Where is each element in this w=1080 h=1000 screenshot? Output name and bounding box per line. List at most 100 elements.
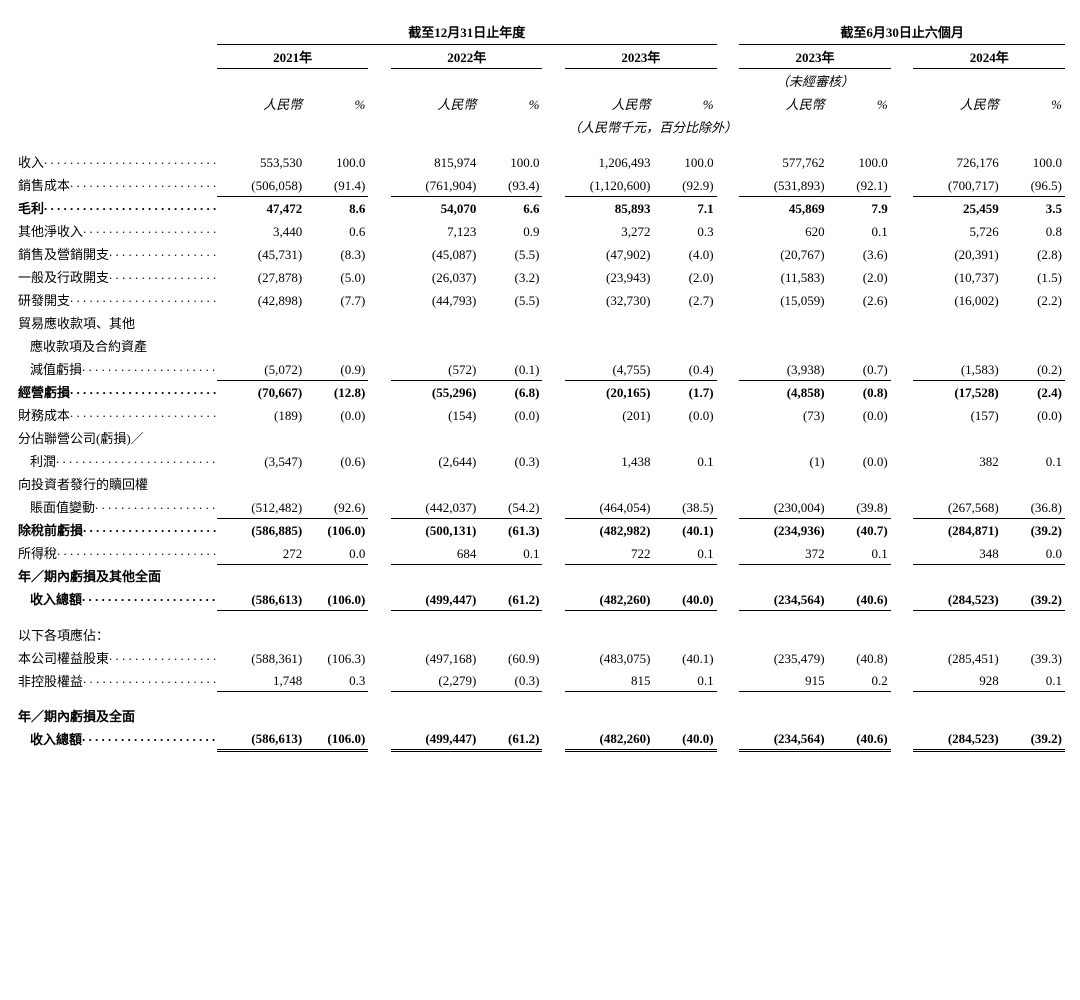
pct-cell: (0.7) <box>828 357 891 380</box>
value-cell: 553,530 <box>217 150 305 173</box>
value-cell: (4,755) <box>565 357 653 380</box>
pct-cell: 100.0 <box>305 150 368 173</box>
value-cell: (73) <box>739 403 827 426</box>
pct-cell: (40.0) <box>653 727 716 750</box>
pct-cell: (39.2) <box>1002 518 1065 541</box>
pct-cell: (6.8) <box>479 380 542 403</box>
table-row: 銷售及營銷開支(45,731)(8.3)(45,087)(5.5)(47,902… <box>15 242 1065 265</box>
pct-cell: (40.6) <box>828 587 891 610</box>
pct-cell: (2.8) <box>1002 242 1065 265</box>
value-cell: (586,885) <box>217 518 305 541</box>
table-row: 研發開支(42,898)(7.7)(44,793)(5.5)(32,730)(2… <box>15 288 1065 311</box>
value-cell: (55,296) <box>391 380 479 403</box>
value-cell: (42,898) <box>217 288 305 311</box>
value-cell: 3,440 <box>217 219 305 242</box>
value-cell: (586,613) <box>217 587 305 610</box>
table-row: 除稅前虧損(586,885)(106.0)(500,131)(61.3)(482… <box>15 518 1065 541</box>
value-cell: 7,123 <box>391 219 479 242</box>
value-cell: 45,869 <box>739 196 827 219</box>
value-cell: (483,075) <box>565 646 653 669</box>
value-cell: (464,054) <box>565 495 653 518</box>
pct-cell: (0.9) <box>305 357 368 380</box>
value-cell: (4,858) <box>739 380 827 403</box>
pct-cell: (2.6) <box>828 288 891 311</box>
value-cell: 85,893 <box>565 196 653 219</box>
pct-cell: (91.4) <box>305 173 368 196</box>
row-label: 以下各項應佔： <box>15 623 217 646</box>
table-row: 經營虧損(70,667)(12.8)(55,296)(6.8)(20,165)(… <box>15 380 1065 403</box>
value-cell: (284,523) <box>913 727 1001 750</box>
value-cell: (23,943) <box>565 265 653 288</box>
value-cell: 47,472 <box>217 196 305 219</box>
pct-cell: (39.2) <box>1002 727 1065 750</box>
row-label: 賬面值變動 <box>15 495 217 518</box>
pct-cell: (7.7) <box>305 288 368 311</box>
value-cell: (761,904) <box>391 173 479 196</box>
table-row: 其他淨收入3,4400.67,1230.93,2720.36200.15,726… <box>15 219 1065 242</box>
value-cell: (157) <box>913 403 1001 426</box>
value-cell: (154) <box>391 403 479 426</box>
pct-1: % <box>479 92 542 115</box>
pct-cell: 0.8 <box>1002 219 1065 242</box>
table-row: 減值虧損(5,072)(0.9)(572)(0.1)(4,755)(0.4)(3… <box>15 357 1065 380</box>
table-body: 收入553,530100.0815,974100.01,206,493100.0… <box>15 150 1065 750</box>
value-cell: 1,206,493 <box>565 150 653 173</box>
value-cell: (284,871) <box>913 518 1001 541</box>
value-cell: (17,528) <box>913 380 1001 403</box>
row-label: 減值虧損 <box>15 357 217 380</box>
table-row: 貿易應收款項、其他 <box>15 311 1065 334</box>
value-cell: (3,938) <box>739 357 827 380</box>
interim-period-header: 截至6月30日止六個月 <box>739 20 1065 45</box>
financial-table: 截至12月31日止年度 截至6月30日止六個月 2021年 2022年 2023… <box>15 20 1065 752</box>
value-cell: (44,793) <box>391 288 479 311</box>
pct-cell: 0.1 <box>479 541 542 564</box>
pct-cell: (5.5) <box>479 242 542 265</box>
pct-cell: 0.1 <box>828 541 891 564</box>
value-cell: (285,451) <box>913 646 1001 669</box>
pct-cell: (61.2) <box>479 587 542 610</box>
value-cell: (189) <box>217 403 305 426</box>
value-cell: 577,762 <box>739 150 827 173</box>
value-cell: (1,120,600) <box>565 173 653 196</box>
pct-cell: (2.0) <box>828 265 891 288</box>
pct-cell: (39.8) <box>828 495 891 518</box>
pct-cell: (38.5) <box>653 495 716 518</box>
table-row: 應收款項及合約資產 <box>15 334 1065 357</box>
value-cell: 815,974 <box>391 150 479 173</box>
value-cell: (1) <box>739 449 827 472</box>
value-cell: 815 <box>565 669 653 692</box>
value-cell: 3,272 <box>565 219 653 242</box>
table-row: 分佔聯營公司(虧損)／ <box>15 426 1065 449</box>
table-row: 本公司權益股東(588,361)(106.3)(497,168)(60.9)(4… <box>15 646 1065 669</box>
value-cell: (512,482) <box>217 495 305 518</box>
pct-cell: 0.2 <box>828 669 891 692</box>
value-cell: (482,260) <box>565 587 653 610</box>
pct-cell: (0.1) <box>479 357 542 380</box>
row-label: 銷售成本 <box>15 173 217 196</box>
unit-note: （人民幣千元，百分比除外） <box>565 115 716 138</box>
row-label: 銷售及營銷開支 <box>15 242 217 265</box>
pct-cell: (0.0) <box>1002 403 1065 426</box>
row-label: 利潤 <box>15 449 217 472</box>
value-cell: (45,731) <box>217 242 305 265</box>
table-row: 收入553,530100.0815,974100.01,206,493100.0… <box>15 150 1065 173</box>
value-cell: (11,583) <box>739 265 827 288</box>
row-label: 向投資者發行的贖回權 <box>15 472 217 495</box>
row-label: 本公司權益股東 <box>15 646 217 669</box>
pct-cell: (92.1) <box>828 173 891 196</box>
table-row: 所得稅2720.06840.17220.13720.13480.0 <box>15 541 1065 564</box>
pct-cell: (96.5) <box>1002 173 1065 196</box>
pct-cell: (0.3) <box>479 669 542 692</box>
unaudited-note: （未經審核） <box>739 69 890 93</box>
row-label: 收入 <box>15 150 217 173</box>
value-cell: (482,260) <box>565 727 653 750</box>
pct-cell: 100.0 <box>1002 150 1065 173</box>
pct-cell: (106.0) <box>305 587 368 610</box>
value-cell: 372 <box>739 541 827 564</box>
value-cell: (230,004) <box>739 495 827 518</box>
value-cell: 5,726 <box>913 219 1001 242</box>
pct-cell: (1.5) <box>1002 265 1065 288</box>
pct-cell: 0.1 <box>653 669 716 692</box>
pct-cell: (93.4) <box>479 173 542 196</box>
value-cell: (32,730) <box>565 288 653 311</box>
